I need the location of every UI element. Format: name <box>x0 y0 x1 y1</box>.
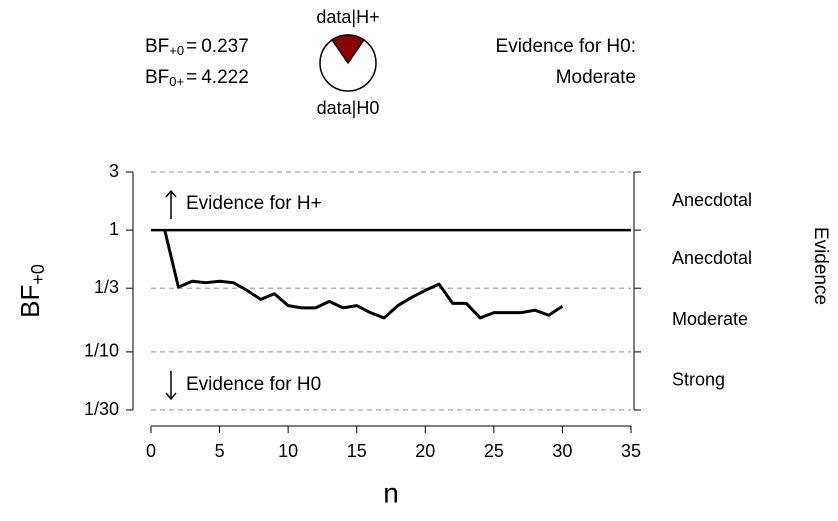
x-tick-label: 25 <box>484 441 504 461</box>
pie-slice <box>331 34 365 65</box>
bf-value: 0.237 <box>201 36 249 57</box>
x-tick-label: 35 <box>621 441 641 461</box>
y-tick-label: 3 <box>109 161 119 181</box>
bf-operator: = <box>186 36 197 57</box>
y-tick-label: 1 <box>109 219 119 239</box>
bayes-factor: BF+0 = 0.237 <box>145 36 249 58</box>
verdict: Evidence for H0: <box>496 36 636 57</box>
bf-value: 4.222 <box>201 67 249 88</box>
right-axis-label: Evidence <box>810 227 831 305</box>
annotation: Evidence for H0 <box>186 374 321 395</box>
x-tick-label: 0 <box>146 441 156 461</box>
evidence-label: Strong <box>672 370 725 390</box>
pie-label: data|H0 <box>317 98 380 118</box>
bf-label: BF <box>145 36 169 57</box>
verdict: Moderate <box>556 67 636 88</box>
y-label-main: BF <box>15 285 45 318</box>
bf-label: BF <box>145 67 169 88</box>
x-tick-label: 20 <box>415 441 435 461</box>
evidence-label: Anecdotal <box>672 248 752 268</box>
x-tick-label: 15 <box>347 441 367 461</box>
pie-label: data|H+ <box>316 7 379 27</box>
y-tick-label: 1/10 <box>84 341 119 361</box>
bayes-factor: BF0+ = 4.222 <box>145 67 249 89</box>
x-tick-label: 5 <box>215 441 225 461</box>
bf-subscript: 0+ <box>169 74 184 89</box>
annotation: Evidence for H+ <box>186 193 322 214</box>
x-axis-label: n <box>383 477 399 508</box>
bf-operator: = <box>186 67 197 88</box>
y-tick-label: 1/30 <box>84 399 119 419</box>
bf-subscript: +0 <box>169 43 184 58</box>
y-label-subscript: +0 <box>28 264 48 285</box>
arrow-head <box>165 189 177 198</box>
evidence-label: Moderate <box>672 309 748 329</box>
data-line <box>163 229 564 320</box>
y-axis-label: BF+0 <box>15 264 48 318</box>
x-tick-label: 10 <box>278 441 298 461</box>
evidence-label: Anecdotal <box>672 190 752 210</box>
arrow-head <box>165 392 177 401</box>
x-tick-label: 30 <box>552 441 572 461</box>
y-tick-label: 1/3 <box>94 277 119 297</box>
